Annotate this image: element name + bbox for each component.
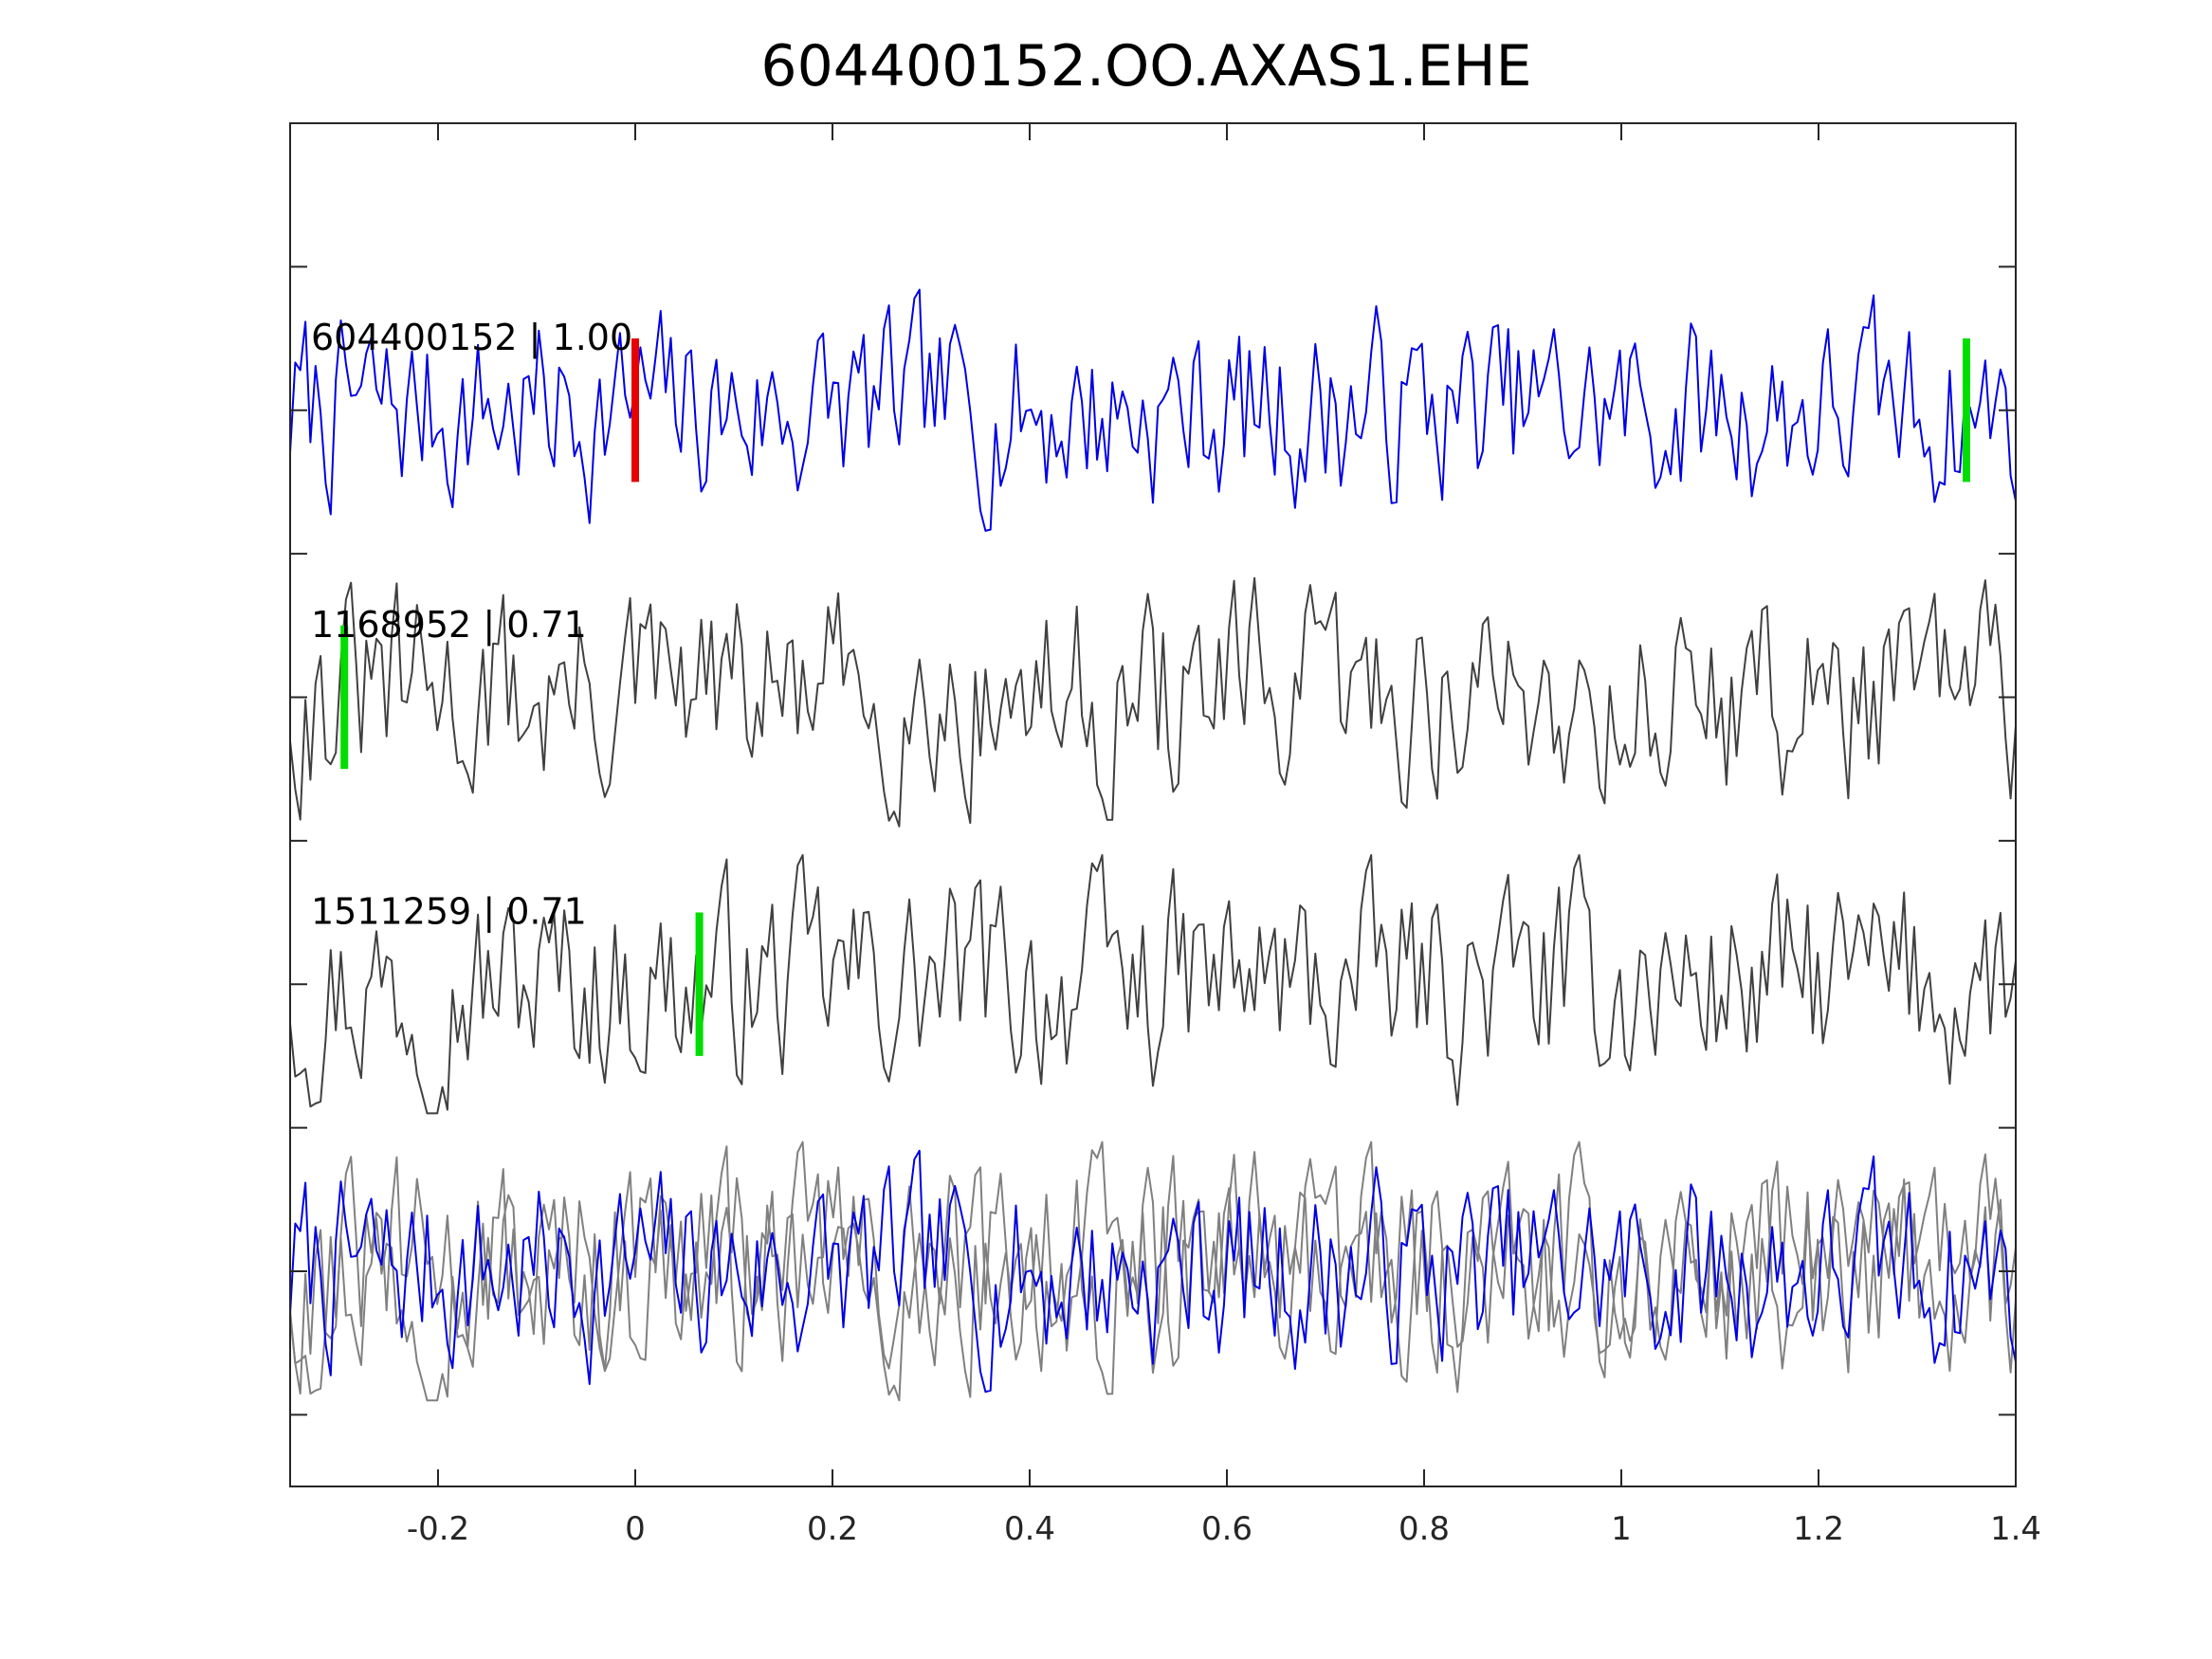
trace-line-1 (289, 288, 2017, 532)
trace-label-3: 1511259 | 0.71 (311, 891, 587, 934)
axes-frame (289, 122, 2017, 1487)
x-tick-label-1: 0 (625, 1510, 646, 1548)
trace-label-2: 1168952 | 0.71 (311, 604, 587, 647)
x-tick-label-3: 0.4 (1004, 1510, 1055, 1548)
picks-layer (340, 338, 1970, 1056)
x-tick-label-5: 0.8 (1398, 1510, 1450, 1548)
axes-layer: -0.2 0 0.2 0.4 0.6 0.8 1 1.2 1.4 (289, 122, 2041, 1548)
trace-line-2 (289, 576, 2017, 828)
x-tick-label-0: -0.2 (407, 1510, 469, 1548)
x-tick-label-8: 1.4 (1990, 1510, 2041, 1548)
chart-title: 604400152.OO.AXAS1.EHE (760, 33, 1531, 100)
trace-label-1: 604400152 | 1.00 (311, 317, 632, 359)
x-tick-label-7: 1.2 (1793, 1510, 1844, 1548)
trace-line-3 (289, 854, 2017, 1115)
x-tick-label-6: 1 (1611, 1510, 1632, 1548)
overlay-trace-1168952 (289, 1151, 2017, 1402)
traces-layer (289, 288, 2017, 1402)
overlay-trace-604400152 (289, 1149, 2017, 1394)
x-tick-label-4: 0.6 (1201, 1510, 1252, 1548)
x-tick-label-2: 0.2 (807, 1510, 858, 1548)
trace-labels-layer: 604400152 | 1.00 1168952 | 0.71 1511259 | … (311, 317, 632, 933)
